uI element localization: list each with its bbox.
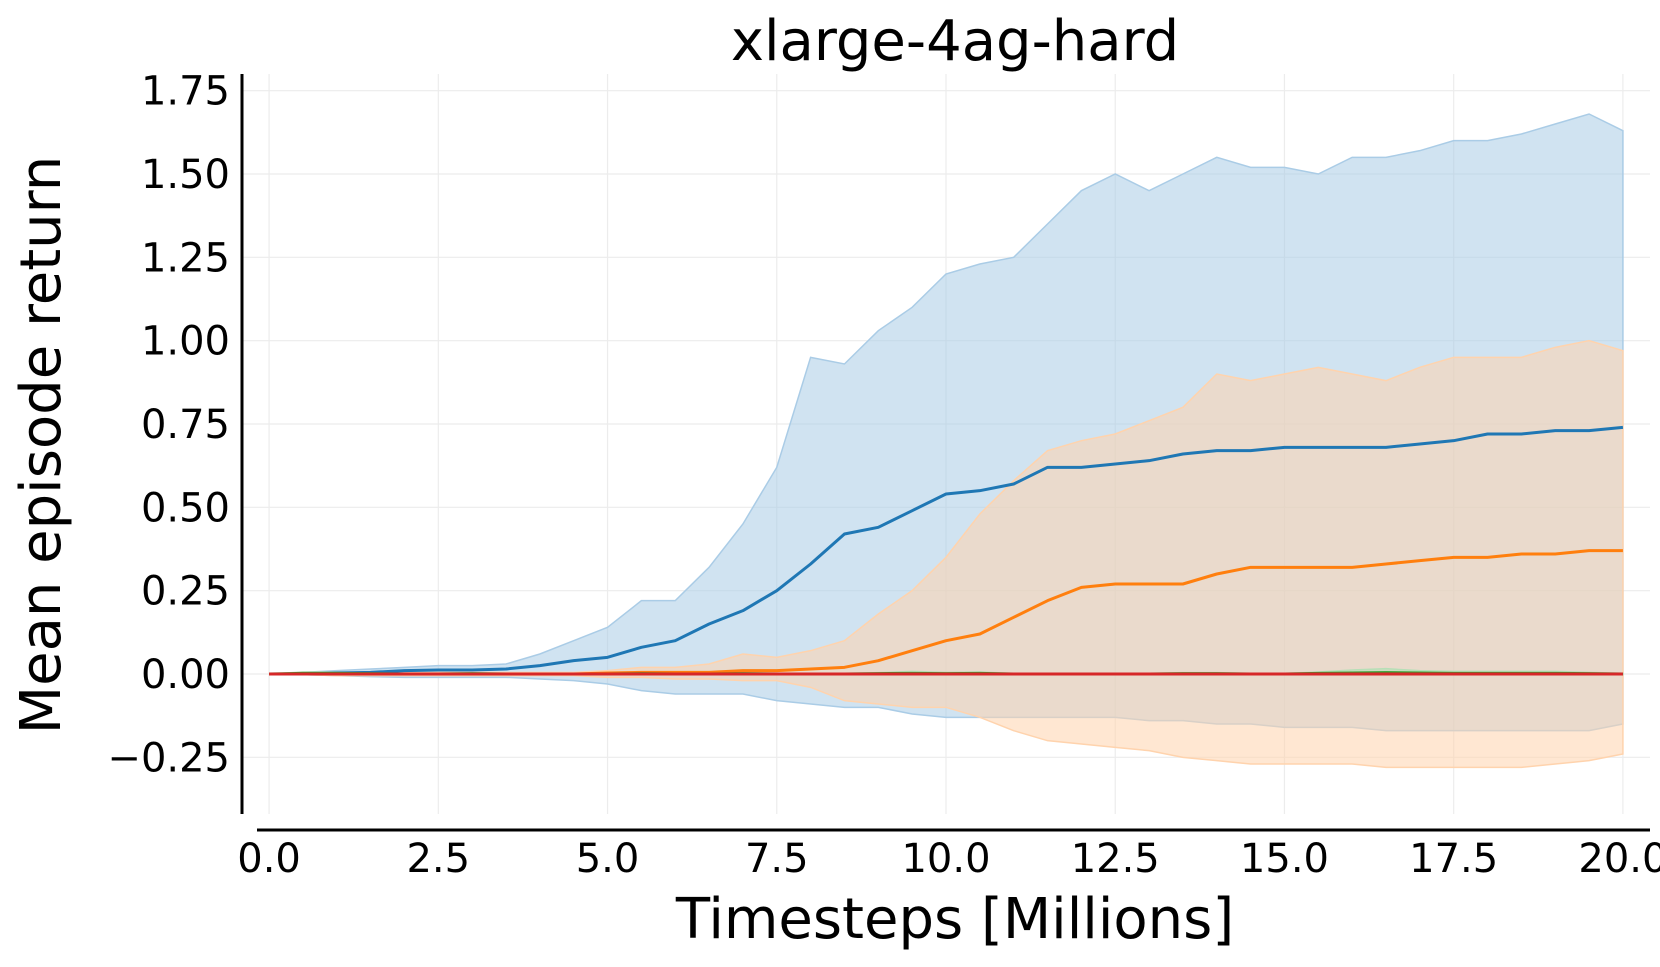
x-tick-label: 0.0 — [237, 836, 301, 882]
x-tick-label: 17.5 — [1409, 836, 1498, 882]
x-tick-label: 12.5 — [1071, 836, 1160, 882]
y-tick-label: 1.75 — [141, 69, 230, 115]
y-tick-label: 0.50 — [141, 485, 230, 531]
x-tick-label: 10.0 — [901, 836, 990, 882]
x-tick-label: 7.5 — [745, 836, 809, 882]
y-tick-label: 1.25 — [141, 235, 230, 281]
y-tick-label: 1.00 — [141, 319, 230, 365]
y-axis-label: Mean episode return — [9, 156, 74, 734]
x-tick-label: 2.5 — [406, 836, 470, 882]
y-tick-label: 1.50 — [141, 152, 230, 198]
series-lines — [269, 425, 1624, 676]
y-tick-label: 0.25 — [141, 569, 230, 615]
x-tick-label: 5.0 — [576, 836, 640, 882]
x-tick-label: 15.0 — [1240, 836, 1329, 882]
y-tick-label: −0.25 — [107, 735, 230, 781]
chart-title: xlarge-4ag-hard — [731, 9, 1179, 74]
x-axis-label: Timesteps [Millions] — [675, 887, 1234, 952]
series-1-line — [269, 425, 1624, 676]
x-tick-labels: 0.0 2.5 5.0 7.5 10.0 12.5 15.0 17.5 20.0 — [237, 836, 1660, 882]
x-tick-label: 20.0 — [1578, 836, 1660, 882]
y-tick-label: 0.75 — [141, 402, 230, 448]
y-tick-label: 0.00 — [141, 652, 230, 698]
y-tick-labels: −0.25 0.00 0.25 0.50 0.75 1.00 1.25 1.50 1.75 — [107, 69, 230, 782]
